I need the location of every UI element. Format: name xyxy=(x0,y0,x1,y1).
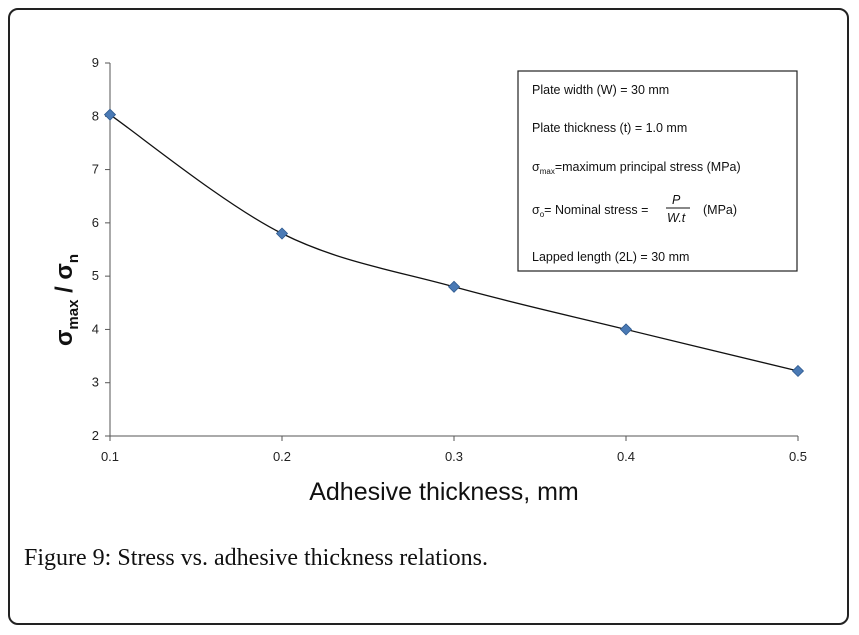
plot-area: 2 3 4 5 6 7 8 9 0.1 0.2 0.3 0.4 0.5 xyxy=(92,55,807,464)
x-tick-label: 0.1 xyxy=(101,449,119,464)
y-tick-label: 5 xyxy=(92,268,99,283)
legend-line-nominal-stress: σo= Nominal stress = P W.t (MPa) xyxy=(532,193,737,225)
legend-line-lapped: Lapped length (2L) = 30 mm xyxy=(532,250,689,264)
y-tick-label: 6 xyxy=(92,215,99,230)
legend-line-max-stress: σmax=maximum principal stress (MPa) xyxy=(532,160,741,176)
data-point-marker xyxy=(447,280,461,293)
fraction-unit: (MPa) xyxy=(703,203,737,217)
legend-border xyxy=(517,70,798,272)
caption-text: : Stress vs. adhesive thickness relation… xyxy=(104,545,488,571)
x-axis-title: Adhesive thickness, mm xyxy=(309,478,579,506)
legend-line-thickness: Plate thickness (t) = 1.0 mm xyxy=(532,121,687,135)
fraction-denominator: W.t xyxy=(667,211,686,225)
fraction-numerator: P xyxy=(672,193,681,207)
x-tick-label: 0.4 xyxy=(617,449,635,464)
y-tick-label: 2 xyxy=(92,428,99,443)
svg-text:σo= Nominal stress =: σo= Nominal stress = xyxy=(532,203,648,219)
x-tick-label: 0.2 xyxy=(273,449,291,464)
figure-frame xyxy=(8,8,849,625)
y-tick-label: 4 xyxy=(92,321,99,336)
y-tick-label: 9 xyxy=(92,55,99,70)
data-point-marker xyxy=(275,227,289,240)
x-tick-label: 0.5 xyxy=(789,449,807,464)
y-tick-label: 7 xyxy=(92,162,99,177)
legend-line-width: Plate width (W) = 30 mm xyxy=(532,83,669,97)
legend-box: Plate width (W) = 30 mm Plate thickness … xyxy=(517,70,798,272)
figure-caption: Figure 9: Stress vs. adhesive thickness … xyxy=(24,545,488,572)
y-tick-label: 8 xyxy=(92,108,99,123)
caption-label: Figure 9 xyxy=(24,545,105,571)
y-axis-title: σmax / σn xyxy=(51,254,82,346)
data-point-marker xyxy=(791,364,805,378)
data-point-marker xyxy=(103,108,117,121)
x-tick-label: 0.3 xyxy=(445,449,463,464)
data-point-marker xyxy=(619,323,633,336)
y-tick-label: 3 xyxy=(92,375,99,390)
